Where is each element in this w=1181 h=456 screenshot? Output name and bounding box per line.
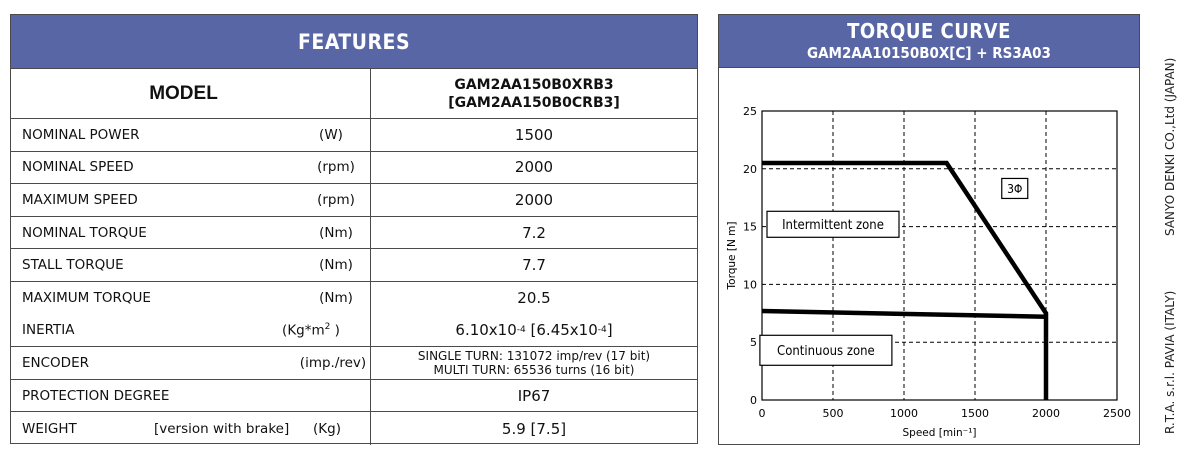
y-tick-label: 0 — [750, 394, 757, 407]
row-value: 7.7 — [522, 256, 546, 275]
protection-value: IP67 — [517, 386, 551, 405]
row-label: NOMINAL POWER — [22, 126, 140, 143]
row-unit: (rpm) — [317, 159, 355, 176]
x-tick-label: 2000 — [1032, 407, 1060, 420]
row-value: 2000 — [514, 190, 554, 209]
inertia-value: 6.10x10 -4 [6.45x10 -4] — [455, 321, 613, 340]
encoder-value: SINGLE TURN: 131072 imp/rev (17 bit) MUL… — [371, 347, 697, 379]
row-unit: (rpm) — [317, 191, 355, 208]
x-axis-label: Speed [min⁻¹] — [903, 427, 977, 439]
torque-subtitle: GAM2AA10150B0X[C] + RS3A03 — [807, 44, 1051, 62]
x-tick-label: 500 — [823, 407, 844, 420]
table-row: STALL TORQUE (Nm) 7.7 — [11, 249, 697, 282]
weight-unit: (Kg) — [313, 420, 341, 437]
encoder-multi-turn: MULTI TURN: 65536 turns (16 bit) — [433, 362, 635, 377]
table-row-encoder: ENCODER (imp./rev) SINGLE TURN: 131072 i… — [11, 347, 697, 380]
intermittent-zone-label-box — [766, 210, 900, 238]
weight-label: WEIGHT — [22, 420, 77, 437]
model-value: GAM2AA150B0XRB3 [GAM2AA150B0CRB3] — [371, 69, 697, 118]
weight-note: [version with brake] — [154, 420, 290, 437]
features-title: FEATURES — [11, 15, 697, 69]
protection-label: PROTECTION DEGREE — [22, 387, 170, 404]
table-row: MAXIMUM TORQUE (Nm) 20.5 — [11, 281, 697, 315]
model-code: GAM2AA150B0XRB3 — [454, 76, 614, 93]
side-note-rta: R.T.A. s.r.l. PAVIA (ITALY) — [1163, 290, 1177, 434]
model-code-alt: [GAM2AA150B0CRB3] — [448, 94, 620, 111]
table-row: NOMINAL TORQUE (Nm) 7.2 — [11, 216, 697, 250]
continuous-zone-label: Continuous zone — [777, 344, 875, 359]
y-tick-label: 15 — [743, 221, 757, 234]
table-row: NOMINAL POWER (W) 1500 — [11, 119, 697, 152]
torque-title: TORQUE CURVE — [847, 19, 1011, 43]
x-tick-label: 0 — [759, 407, 766, 420]
torque-header: TORQUE CURVE GAM2AA10150B0X[C] + RS3A03 — [719, 15, 1139, 68]
encoder-label: ENCODER — [22, 354, 89, 371]
row-label: MAXIMUM TORQUE — [22, 290, 151, 307]
row-unit: (Nm) — [319, 224, 353, 241]
x-tick-label: 1000 — [890, 407, 918, 420]
row-value: 7.2 — [522, 223, 546, 242]
y-tick-label: 10 — [743, 278, 757, 291]
side-note-sanyo: SANYO DENKI CO.,Ltd (JAPAN) — [1163, 57, 1177, 236]
inertia-label: INERTIA — [22, 322, 75, 339]
features-table: FEATURES MODEL GAM2AA150B0XRB3 [GAM2AA15… — [10, 14, 698, 445]
row-value: 1500 — [514, 125, 554, 144]
row-value: 20.5 — [517, 289, 551, 308]
row-label: MAXIMUM SPEED — [22, 191, 138, 208]
torque-series-line-2 — [761, 308, 1047, 320]
intermittent-zone-label: Intermittent zone — [782, 218, 884, 233]
encoder-single-turn: SINGLE TURN: 131072 imp/rev (17 bit) — [417, 348, 651, 363]
x-tick-label: 2500 — [1103, 407, 1131, 420]
row-label: NOMINAL TORQUE — [22, 224, 147, 241]
y-tick-label: 20 — [743, 163, 757, 176]
phase-label-box — [1001, 177, 1029, 200]
row-unit: (Nm) — [319, 290, 353, 307]
torque-curve-panel: TORQUE CURVE GAM2AA10150B0X[C] + RS3A03 … — [718, 14, 1140, 445]
row-label: NOMINAL SPEED — [22, 159, 134, 176]
model-row: MODEL GAM2AA150B0XRB3 [GAM2AA150B0CRB3] — [11, 69, 697, 119]
continuous-zone-label-box — [759, 334, 893, 366]
weight-value: 5.9 [7.5] — [501, 419, 567, 438]
row-unit: (Nm) — [319, 257, 353, 274]
phase-label: 3Φ — [1007, 182, 1022, 196]
side-note: SANYO DENKI CO.,Ltd (JAPAN) R.T.A. s.r.l… — [1148, 14, 1178, 444]
model-label: MODEL — [11, 69, 371, 118]
row-label: STALL TORQUE — [22, 257, 124, 274]
y-axis-label: Torque [N m] — [726, 222, 738, 291]
x-tick-label: 1500 — [961, 407, 989, 420]
row-value: 2000 — [514, 158, 554, 177]
torque-chart: 0 500 1000 1500 2000 2500 0 5 10 15 20 25 Speed [min… — [726, 105, 1131, 439]
inertia-unit: (Kg*m2 ) — [282, 322, 340, 339]
table-row: NOMINAL SPEED (rpm) 2000 — [11, 151, 697, 185]
y-tick-label: 25 — [743, 105, 757, 118]
table-row: MAXIMUM SPEED (rpm) 2000 — [11, 184, 697, 217]
table-row-inertia: INERTIA (Kg*m2 ) 6.10x10 -4 [6.45x10 -4] — [11, 314, 697, 348]
y-tick-label: 5 — [750, 336, 757, 349]
table-row-protection: PROTECTION DEGREE IP67 — [11, 379, 697, 413]
encoder-unit: (imp./rev) — [299, 354, 367, 371]
torque-series-line-1 — [762, 160, 1049, 400]
row-unit: (W) — [319, 126, 343, 143]
plot-frame — [761, 110, 1118, 401]
table-row-weight: WEIGHT [version with brake] (Kg) 5.9 [7.… — [11, 412, 697, 445]
